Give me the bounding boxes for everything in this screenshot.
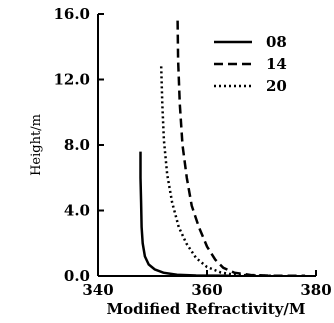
y-tick-label: 0.0 <box>64 267 90 285</box>
legend: 08 14 20 <box>214 33 287 95</box>
series <box>139 20 306 278</box>
y-tick-label: 16.0 <box>53 5 90 23</box>
ticks: 0.0 4.0 8.0 12.0 16.0 340 360 380 <box>53 5 331 299</box>
y-axis-label: Height/m <box>29 114 44 176</box>
legend-label: 20 <box>266 77 287 95</box>
series-line-08 <box>139 151 229 278</box>
x-tick-label: 380 <box>300 281 331 299</box>
axes <box>97 14 316 277</box>
y-tick-label: 4.0 <box>64 202 90 220</box>
x-tick-label: 340 <box>82 281 113 299</box>
series-line-14 <box>176 20 306 278</box>
y-tick-label: 8.0 <box>64 136 90 154</box>
legend-label: 14 <box>266 55 287 73</box>
x-axis-label: Modified Refractivity/M <box>107 300 306 318</box>
legend-label: 08 <box>266 33 287 51</box>
y-tick-label: 12.0 <box>53 71 90 89</box>
series-line-20 <box>159 66 273 278</box>
x-tick-label: 360 <box>191 281 222 299</box>
